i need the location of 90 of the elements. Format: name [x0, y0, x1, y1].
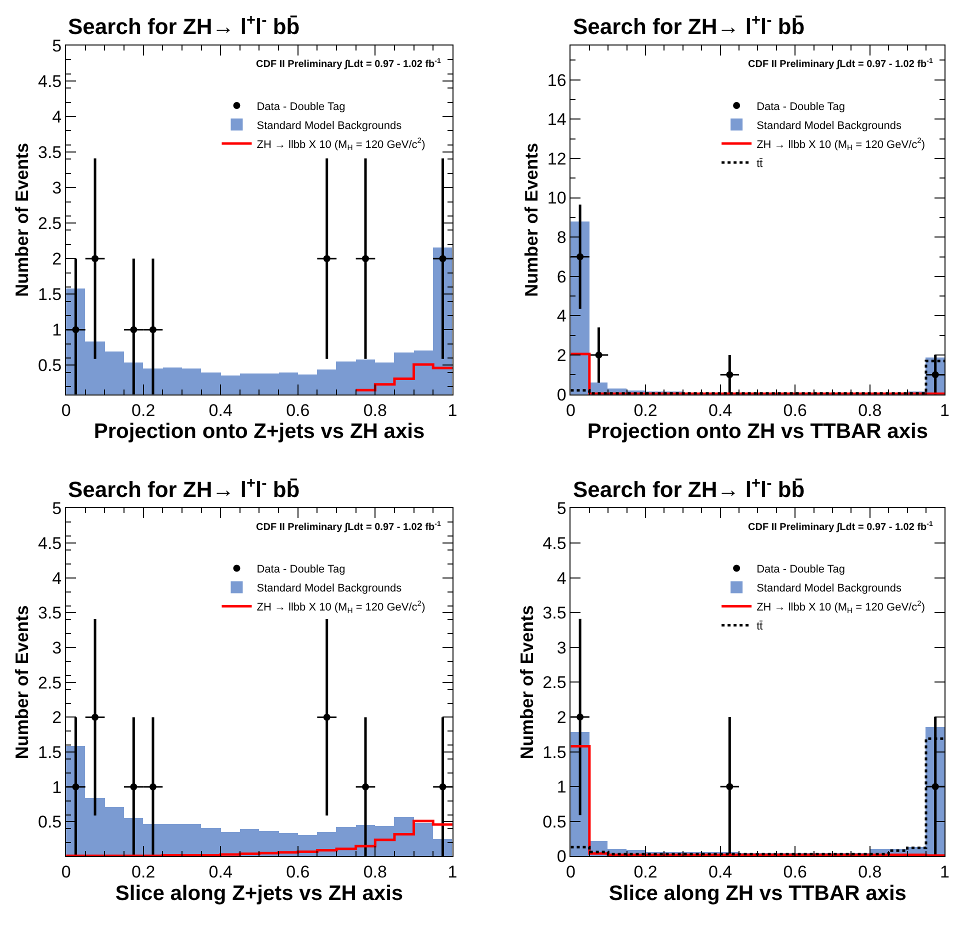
y-tick-label: 12	[547, 149, 566, 168]
x-tick-label: 0.6	[286, 862, 310, 882]
y-tick-label: 1.5	[542, 742, 566, 762]
legend-label: Standard Model Backgrounds	[256, 582, 402, 595]
y-tick-label: 2.5	[38, 214, 62, 234]
y-tick-label: 4.5	[38, 72, 62, 91]
y-tick-label: 4	[52, 568, 62, 588]
y-tick-label: 0	[556, 847, 566, 866]
x-tick-label: 1	[940, 400, 950, 420]
y-tick-label: 5	[52, 499, 62, 518]
y-tick-label: 2.5	[542, 673, 566, 692]
y-axis-title: Number of Events	[12, 605, 32, 760]
y-tick-label: 1	[52, 320, 62, 340]
legend-label: ZH → llbb X 10 (M$_{H}$ = 120 GeV/c$^{2}$)	[256, 598, 426, 615]
chart-title: Search for ZH→ l$^{+}$l$^{-}$ bb̄	[573, 475, 805, 502]
legend-label: Data - Double Tag	[256, 564, 346, 576]
y-axis-title: Number of Events	[522, 142, 542, 297]
y-axis-title: Number of Events	[516, 605, 537, 760]
legend-label: tt̄	[756, 157, 764, 170]
annotation: CDF II Preliminary ∫Ldt = 0.97 - 1.02 fb$^{-1}$	[748, 58, 933, 70]
y-tick-label: 2	[52, 708, 62, 728]
x-tick-label: 0.8	[858, 862, 882, 882]
y-tick-label: 10	[547, 188, 566, 208]
y-tick-label: 1.5	[38, 743, 62, 762]
x-axis-title: Projection onto Z+jets vs ZH axis	[94, 420, 425, 443]
y-tick-label: 14	[547, 110, 566, 130]
y-tick-label: 3	[52, 178, 62, 198]
x-tick-label: 0.4	[208, 862, 232, 882]
legend-label: tt̄	[756, 620, 764, 633]
y-tick-label: 1	[556, 778, 566, 797]
x-tick-label: 0.6	[783, 862, 807, 882]
x-axis-title: Projection onto ZH vs TTBAR axis	[587, 420, 928, 443]
x-tick-label: 1	[940, 862, 950, 882]
y-tick-label: 3	[52, 638, 62, 658]
y-tick-label: 0.5	[542, 812, 566, 832]
x-tick-label: 0.8	[858, 400, 882, 420]
x-tick-label: 0.2	[132, 862, 156, 882]
x-tick-label: 0.8	[363, 862, 387, 882]
y-tick-label: 3	[556, 638, 566, 658]
legend-label: Standard Model Backgrounds	[256, 120, 402, 132]
y-tick-label: 1.5	[38, 285, 62, 304]
annotation: CDF II Preliminary ∫Ldt = 0.97 - 1.02 fb$^{-1}$	[256, 58, 441, 70]
x-tick-label: 0.2	[132, 400, 156, 420]
chart-title: Search for ZH→ l$^{+}$l$^{-}$ bb̄	[68, 475, 300, 502]
y-tick-label: 0	[556, 385, 566, 404]
y-tick-label: 3.5	[38, 604, 62, 623]
x-tick-label: 0.4	[208, 400, 232, 420]
legend-label: Data - Double Tag	[256, 100, 346, 113]
y-tick-label: 5	[556, 499, 566, 518]
y-tick-label: 4	[556, 568, 566, 588]
legend-label: Standard Model Backgrounds	[756, 582, 902, 595]
y-tick-label: 4.5	[542, 534, 566, 553]
x-tick-label: 1	[448, 400, 458, 420]
y-tick-label: 0.5	[38, 812, 62, 832]
y-tick-label: 5	[52, 36, 62, 56]
y-tick-label: 0.5	[38, 356, 62, 376]
chart-title: Search for ZH→ l$^{+}$l$^{-}$ bb̄	[68, 12, 300, 40]
x-axis-title: Slice along Z+jets vs ZH axis	[115, 882, 404, 905]
y-tick-label: 1	[52, 778, 62, 797]
x-axis-title: Slice along ZH vs TTBAR axis	[608, 882, 907, 905]
x-tick-label: 0.2	[634, 862, 658, 882]
legend-label: Data - Double Tag	[756, 564, 846, 576]
y-tick-label: 2	[52, 250, 62, 269]
x-tick-label: 0.8	[363, 400, 387, 420]
y-tick-label: 8	[556, 228, 566, 248]
y-tick-label: 6	[556, 267, 566, 286]
legend-label: ZH → llbb X 10 (M$_{H}$ = 120 GeV/c$^{2}$)	[256, 136, 426, 152]
y-tick-label: 4	[52, 107, 62, 126]
annotation: CDF II Preliminary ∫Ldt = 0.97 - 1.02 fb$^{-1}$	[256, 521, 441, 534]
legend-label: ZH → llbb X 10 (M$_{H}$ = 120 GeV/c$^{2}$)	[756, 598, 926, 615]
x-tick-label: 0.6	[286, 400, 310, 420]
x-tick-label: 0.2	[634, 400, 658, 420]
y-tick-label: 2	[556, 346, 566, 365]
x-tick-label: 0.4	[708, 862, 732, 882]
y-tick-label: 3.5	[542, 604, 566, 623]
x-tick-label: 0.4	[708, 400, 732, 420]
x-tick-label: 1	[448, 862, 458, 882]
legend-label: ZH → llbb X 10 (M$_{H}$ = 120 GeV/c$^{2}$)	[756, 136, 926, 152]
y-tick-label: 3.5	[38, 142, 62, 162]
y-tick-label: 16	[547, 70, 566, 90]
y-tick-label: 4	[556, 306, 566, 326]
annotation: CDF II Preliminary ∫Ldt = 0.97 - 1.02 fb$^{-1}$	[748, 521, 933, 534]
chart-title: Search for ZH→ l$^{+}$l$^{-}$ bb̄	[573, 12, 805, 40]
legend-label: Data - Double Tag	[756, 100, 846, 113]
y-axis-title: Number of Events	[12, 142, 32, 297]
legend-label: Standard Model Backgrounds	[756, 120, 902, 132]
y-tick-label: 4.5	[38, 534, 62, 554]
x-tick-label: 0.6	[783, 400, 807, 420]
y-tick-label: 2	[556, 708, 566, 727]
y-tick-label: 2.5	[38, 673, 62, 692]
